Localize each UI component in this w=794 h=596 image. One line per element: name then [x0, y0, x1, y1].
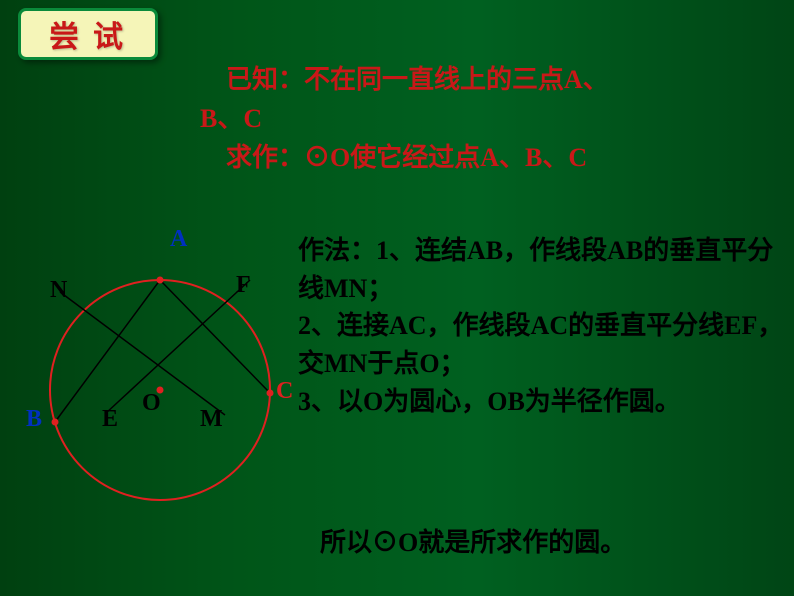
point-c: [267, 390, 274, 397]
method-step2: 2、连接AC，作线段AC的垂直平分线EF，交MN于点O；: [298, 311, 783, 378]
problem-statement: 已知：不在同一直线上的三点A、 B、C 求作：⊙O使它经过点A、B、C: [200, 60, 760, 177]
label-f: F: [236, 272, 251, 299]
construction-lines: [55, 280, 270, 422]
label-c: C: [276, 378, 293, 405]
label-a: A: [170, 226, 187, 253]
conclusion: 所以⊙O就是所求作的圆。: [320, 522, 790, 559]
point-b: [52, 419, 59, 426]
method-step3: 3、以O为圆心，OB为半径作圆。: [298, 387, 681, 416]
line-ac: [160, 280, 270, 393]
problem-line3: 求作：⊙O使它经过点A、B、C: [200, 138, 760, 177]
problem-line2: B、C: [200, 99, 760, 138]
badge-text: 尝试: [39, 12, 137, 56]
method-intro: 作法：: [298, 236, 376, 265]
geometry-diagram: A B C O N F E M: [20, 230, 300, 510]
label-n: N: [50, 277, 67, 304]
problem-line1: 已知：不在同一直线上的三点A、: [200, 60, 760, 99]
label-o: O: [142, 390, 161, 417]
label-b: B: [26, 406, 42, 433]
point-a: [157, 277, 164, 284]
line-ef: [105, 280, 250, 414]
construction-method: 作法：1、连结AB，作线段AB的垂直平分线MN； 2、连接AC，作线段AC的垂直…: [298, 232, 788, 420]
diagram-svg: [20, 230, 300, 510]
badge-box: 尝试: [18, 8, 158, 60]
label-m: M: [200, 406, 223, 433]
label-e: E: [102, 406, 118, 433]
